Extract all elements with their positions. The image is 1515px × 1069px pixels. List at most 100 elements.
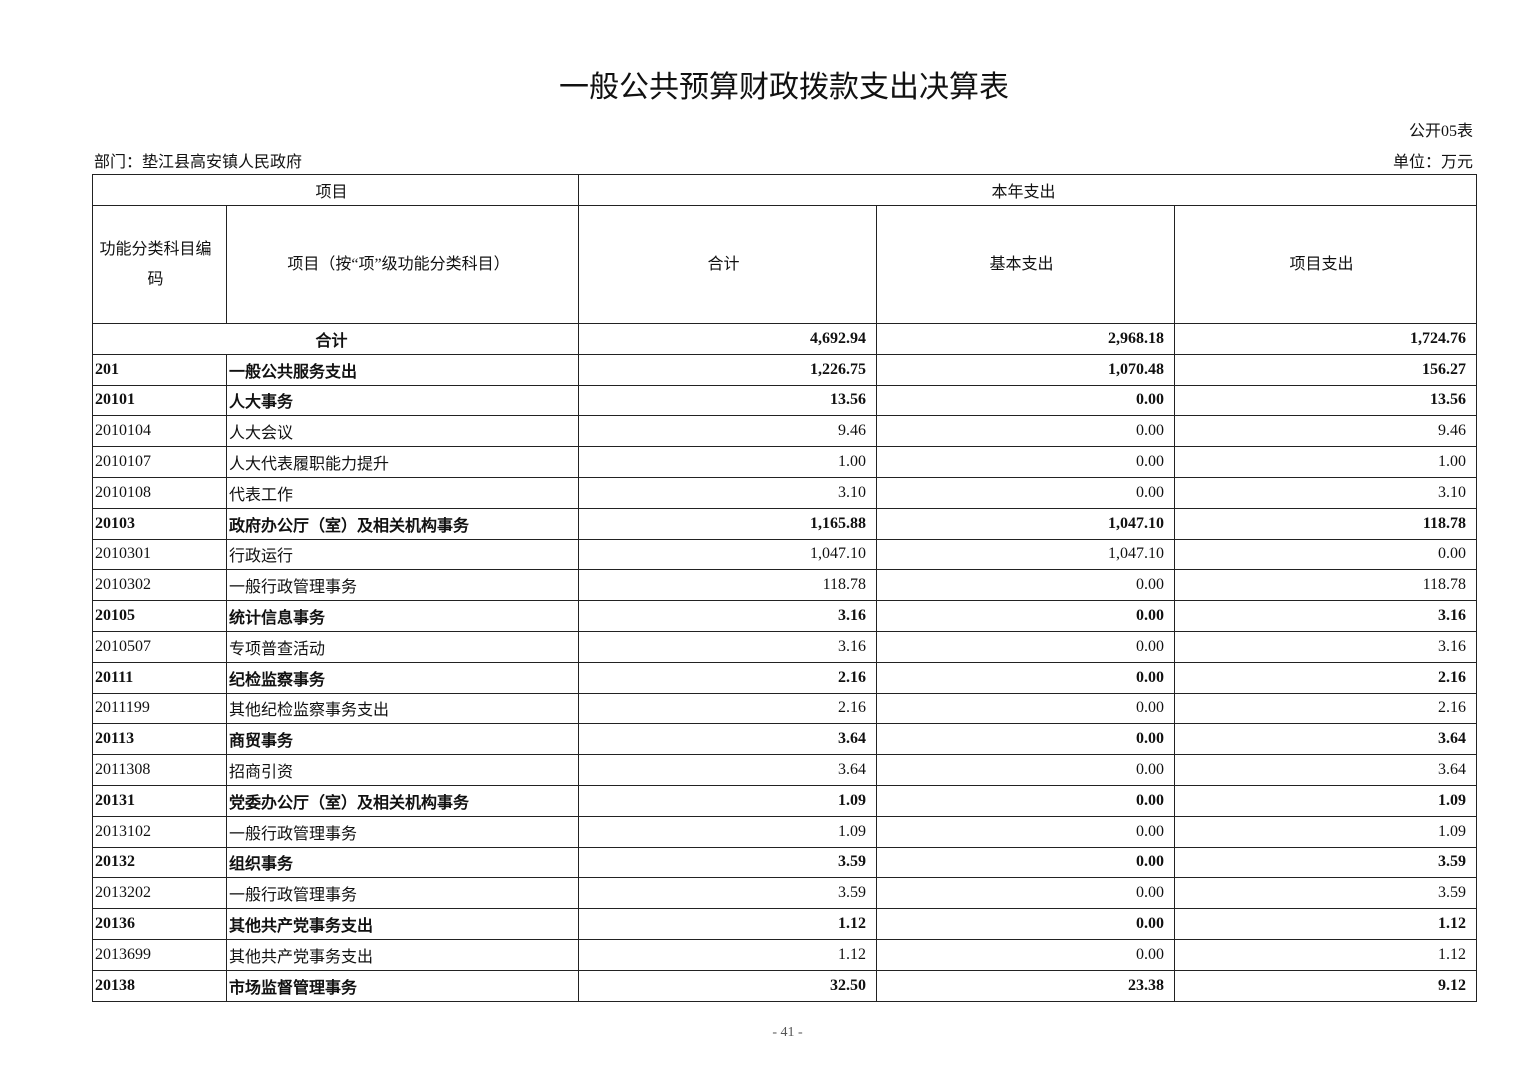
cell-project: 118.78: [1174, 569, 1478, 602]
cell-code: 2011199: [92, 692, 227, 725]
cell-code: 2013102: [92, 815, 227, 848]
cell-basic: 0.00: [876, 784, 1176, 817]
total-total: 4,692.94: [578, 323, 878, 355]
cell-name: 一般行政管理事务: [225, 877, 580, 910]
cell-basic: 0.00: [876, 446, 1176, 478]
cell-code: 2011308: [92, 754, 227, 786]
cell-code: 20132: [92, 846, 227, 879]
cell-code: 20103: [92, 507, 227, 540]
cell-project: 2.16: [1174, 661, 1478, 694]
cell-project: 3.16: [1174, 600, 1478, 632]
cell-name: 人大代表履职能力提升: [225, 446, 580, 478]
cell-name: 代表工作: [225, 476, 580, 509]
total-project: 1,724.76: [1174, 323, 1478, 355]
cell-basic: 0.00: [876, 692, 1176, 725]
table-row: 2010507 专项普查活动 3.16 0.00 3.16: [92, 630, 1478, 663]
cell-total: 1.12: [578, 908, 878, 940]
table-row: 20132 组织事务 3.59 0.00 3.59: [92, 846, 1478, 879]
cell-project: 0.00: [1174, 538, 1478, 571]
cell-name: 一般公共服务支出: [225, 353, 580, 386]
header-project: 项目支出: [1174, 205, 1478, 324]
cell-basic: 0.00: [876, 600, 1176, 632]
cell-code: 201: [92, 353, 227, 386]
cell-code: 20113: [92, 723, 227, 756]
cell-total: 1,165.88: [578, 507, 878, 540]
header-code: 功能分类科目编码: [92, 205, 227, 324]
header-basic: 基本支出: [876, 205, 1176, 324]
cell-total: 3.16: [578, 600, 878, 632]
table-row: 2013202 一般行政管理事务 3.59 0.00 3.59: [92, 877, 1478, 910]
cell-basic: 0.00: [876, 661, 1176, 694]
cell-total: 2.16: [578, 661, 878, 694]
cell-name: 组织事务: [225, 846, 580, 879]
cell-project: 9.12: [1174, 969, 1478, 1002]
cell-basic: 0.00: [876, 630, 1176, 663]
table-row: 2011199 其他纪检监察事务支出 2.16 0.00 2.16: [92, 692, 1478, 725]
cell-total: 1.09: [578, 784, 878, 817]
header-item: 项目: [91, 174, 580, 206]
table-row: 20111 纪检监察事务 2.16 0.00 2.16: [92, 661, 1478, 694]
cell-basic: 0.00: [876, 815, 1176, 848]
cell-code: 20136: [92, 908, 227, 940]
cell-total: 3.59: [578, 877, 878, 910]
unit-label: 单位：万元: [1392, 154, 1473, 171]
cell-basic: 0.00: [876, 938, 1176, 971]
table-row: 20136 其他共产党事务支出 1.12 0.00 1.12: [92, 908, 1478, 940]
table-row: 20138 市场监督管理事务 32.50 23.38 9.12: [92, 969, 1478, 1002]
table-row: 2010107 人大代表履职能力提升 1.00 0.00 1.00: [92, 446, 1478, 478]
cell-name: 其他共产党事务支出: [225, 908, 580, 940]
cell-name: 统计信息事务: [225, 600, 580, 632]
cell-code: 2013202: [92, 877, 227, 910]
total-row: 合计 4,692.94 2,968.18 1,724.76: [91, 323, 1478, 355]
cell-total: 1.12: [578, 938, 878, 971]
cell-project: 118.78: [1174, 507, 1478, 540]
cell-total: 1,047.10: [578, 538, 878, 571]
table-row: 201 一般公共服务支出 1,226.75 1,070.48 156.27: [92, 353, 1478, 386]
cell-basic: 0.00: [876, 754, 1176, 786]
table-row: 20101 人大事务 13.56 0.00 13.56: [92, 384, 1478, 417]
cell-basic: 23.38: [876, 969, 1176, 1002]
cell-basic: 0.00: [876, 877, 1176, 910]
cell-basic: 1,047.10: [876, 538, 1176, 571]
cell-total: 13.56: [578, 384, 878, 417]
budget-table: 项目 本年支出 功能分类科目编码 项目（按“项”级功能分类科目） 合计 基本支出…: [91, 174, 1478, 1002]
cell-project: 1.09: [1174, 784, 1478, 817]
cell-code: 2010107: [92, 446, 227, 478]
table-row: 2013102 一般行政管理事务 1.09 0.00 1.09: [92, 815, 1478, 848]
cell-project: 3.64: [1174, 723, 1478, 756]
cell-name: 市场监督管理事务: [225, 969, 580, 1002]
header-row-2: 功能分类科目编码 项目（按“项”级功能分类科目） 合计 基本支出 项目支出: [92, 205, 1478, 324]
cell-total: 1.00: [578, 446, 878, 478]
cell-project: 9.46: [1174, 415, 1478, 448]
cell-name: 纪检监察事务: [225, 661, 580, 694]
cell-name: 行政运行: [225, 538, 580, 571]
cell-basic: 0.00: [876, 384, 1176, 417]
cell-name: 一般行政管理事务: [225, 569, 580, 602]
table-row: 2010301 行政运行 1,047.10 1,047.10 0.00: [92, 538, 1478, 571]
table-row: 2010104 人大会议 9.46 0.00 9.46: [92, 415, 1478, 448]
cell-code: 2010301: [92, 538, 227, 571]
cell-total: 9.46: [578, 415, 878, 448]
department-label: 部门：垫江县高安镇人民政府: [94, 154, 303, 171]
table-row: 2013699 其他共产党事务支出 1.12 0.00 1.12: [92, 938, 1478, 971]
page-number: - 41 -: [772, 1025, 803, 1040]
table-row: 20105 统计信息事务 3.16 0.00 3.16: [92, 600, 1478, 632]
total-basic: 2,968.18: [876, 323, 1176, 355]
cell-total: 3.64: [578, 754, 878, 786]
cell-code: 2010108: [92, 476, 227, 509]
cell-project: 1.12: [1174, 938, 1478, 971]
cell-code: 2013699: [92, 938, 227, 971]
table-row: 20113 商贸事务 3.64 0.00 3.64: [92, 723, 1478, 756]
form-number: 公开05表: [1408, 123, 1473, 140]
header-current-year: 本年支出: [578, 174, 1478, 206]
header-name: 项目（按“项”级功能分类科目）: [225, 205, 580, 324]
cell-code: 20131: [92, 784, 227, 817]
cell-project: 3.59: [1174, 877, 1478, 910]
cell-total: 3.16: [578, 630, 878, 663]
cell-code: 20101: [92, 384, 227, 417]
cell-name: 商贸事务: [225, 723, 580, 756]
cell-basic: 0.00: [876, 908, 1176, 940]
cell-total: 3.10: [578, 476, 878, 509]
cell-total: 2.16: [578, 692, 878, 725]
